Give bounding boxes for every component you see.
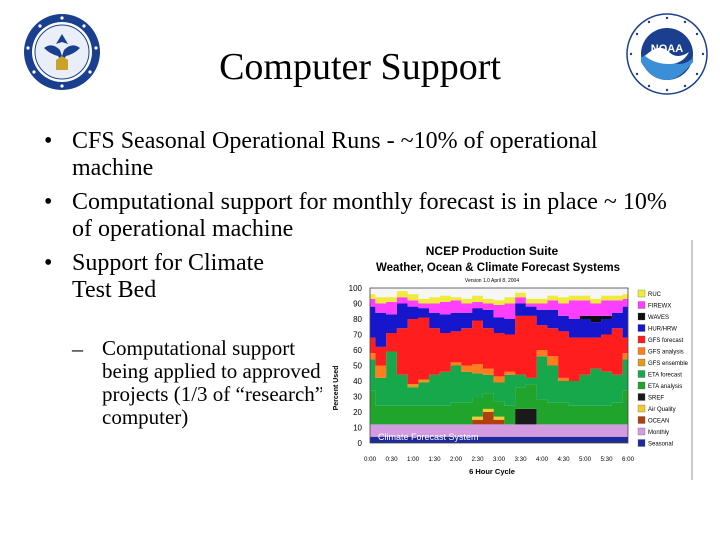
y-tick-label: 20: [353, 408, 362, 417]
area-series-gfs-analysis: [370, 350, 628, 385]
area-series-seasonal: [370, 436, 628, 443]
y-tick-label: 80: [353, 315, 362, 324]
y-tick-label: 40: [353, 377, 362, 386]
legend-swatch: [637, 347, 646, 355]
sub-bullet-text: Computational support being applied to a…: [102, 336, 325, 429]
legend-swatch: [637, 289, 646, 298]
chart-version: Version 1.0 April 8, 2004: [465, 278, 519, 284]
y-tick-label: 10: [353, 424, 362, 433]
x-tick-label: 6:00: [622, 456, 635, 463]
legend-label: ETA forecast: [648, 373, 682, 379]
legend-label: SREF: [648, 396, 664, 402]
y-tick-label: 60: [353, 346, 362, 355]
ncep-production-chart: NCEP Production Suite Weather, Ocean & C…: [322, 240, 694, 480]
bullet-dot: •: [44, 250, 53, 276]
area-series-eta-forecast: [370, 351, 628, 406]
x-tick-label: 1:30: [428, 456, 441, 463]
legend-label: Monthly: [648, 430, 669, 436]
bullet-item: • Support for Climate Test Bed: [36, 250, 272, 304]
legend-swatch: [637, 301, 646, 309]
legend-label: FIREWX: [648, 304, 671, 310]
plot-frame: [369, 287, 629, 444]
x-tick-label: 4:00: [536, 456, 549, 463]
noaa-logo: NOAA: [626, 13, 708, 95]
legend-label: RUC: [648, 292, 662, 298]
legend-swatch: [637, 381, 646, 390]
chart-annotation: Climate Forecast System: [378, 432, 479, 442]
y-tick-label: 50: [353, 362, 362, 371]
legend-swatch: [637, 358, 646, 367]
sub-bullet: – Computational support being applied to…: [72, 337, 332, 429]
legend-label: GFS forecast: [648, 338, 684, 344]
legend-swatch: [637, 335, 646, 344]
x-tick-label: 0:00: [364, 456, 377, 463]
area-series-firewx: [370, 297, 628, 319]
legend-label: HUR/HRW: [648, 327, 677, 333]
bullet-item: • CFS Seasonal Operational Runs - ~10% of…: [36, 128, 632, 182]
bullet-text: Computational support for monthly foreca…: [72, 189, 667, 242]
legend-label: GFS ensemble: [648, 361, 689, 367]
y-tick-label: 70: [353, 331, 362, 340]
bullet-text: Support for Climate Test Bed: [72, 250, 264, 303]
legend-swatch: [637, 312, 646, 321]
legend-swatch: [637, 439, 646, 447]
x-tick-label: 3:00: [493, 456, 506, 463]
chart-ylabel: Percent Used: [333, 366, 340, 411]
bullet-dot: •: [44, 189, 53, 215]
x-tick-label: 4:30: [557, 456, 570, 463]
x-tick-label: 1:00: [407, 456, 420, 463]
legend-label: WAVES: [648, 315, 669, 321]
area-series-ruc: [370, 291, 628, 306]
chart-title: NCEP Production Suite: [426, 244, 559, 258]
bullet-list: • CFS Seasonal Operational Runs - ~10% of…: [36, 128, 667, 311]
area-series-ocean: [370, 412, 628, 425]
noaa-logo-text: NOAA: [651, 43, 683, 55]
bullet-dot: •: [44, 128, 53, 154]
chart-xlabel: 6 Hour Cycle: [469, 467, 515, 476]
slide-title: Computer Support: [219, 46, 501, 88]
bullet-item: • Computational support for monthly forec…: [36, 189, 672, 243]
department-of-commerce-seal: [24, 14, 100, 90]
legend-label: Seasonal: [648, 442, 673, 448]
x-tick-label: 5:00: [579, 456, 592, 463]
x-tick-label: 5:30: [600, 456, 613, 463]
bullet-text: CFS Seasonal Operational Runs - ~10% of …: [72, 128, 598, 181]
legend-label: GFS analysis: [648, 350, 684, 356]
y-tick-label: 30: [353, 393, 362, 402]
x-tick-label: 2:00: [450, 456, 463, 463]
area-series-gfs-forecast: [370, 315, 628, 385]
legend-label: OCEAN: [648, 419, 669, 425]
area-series-monthly: [370, 424, 628, 437]
legend-swatch: [637, 324, 646, 332]
x-tick-label: 0:30: [385, 456, 398, 463]
legend-swatch: [637, 416, 646, 424]
y-tick-label: 0: [358, 439, 363, 448]
area-series-eta-analysis: [370, 384, 628, 425]
sub-bullet-dash: –: [72, 336, 83, 361]
legend-label: Air Quality: [648, 407, 676, 413]
area-series-hur-hrw: [370, 303, 628, 347]
x-tick-label: 3:30: [514, 456, 527, 463]
chart-subtitle: Weather, Ocean & Climate Forecast System…: [376, 262, 620, 274]
legend-swatch: [637, 427, 646, 436]
legend-swatch: [637, 393, 646, 401]
y-tick-label: 90: [353, 300, 362, 309]
legend-swatch: [637, 370, 646, 378]
legend-label: ETA analysis: [648, 384, 682, 390]
x-tick-label: 2:30: [471, 456, 484, 463]
legend-swatch: [637, 404, 646, 413]
y-tick-label: 100: [349, 284, 363, 293]
